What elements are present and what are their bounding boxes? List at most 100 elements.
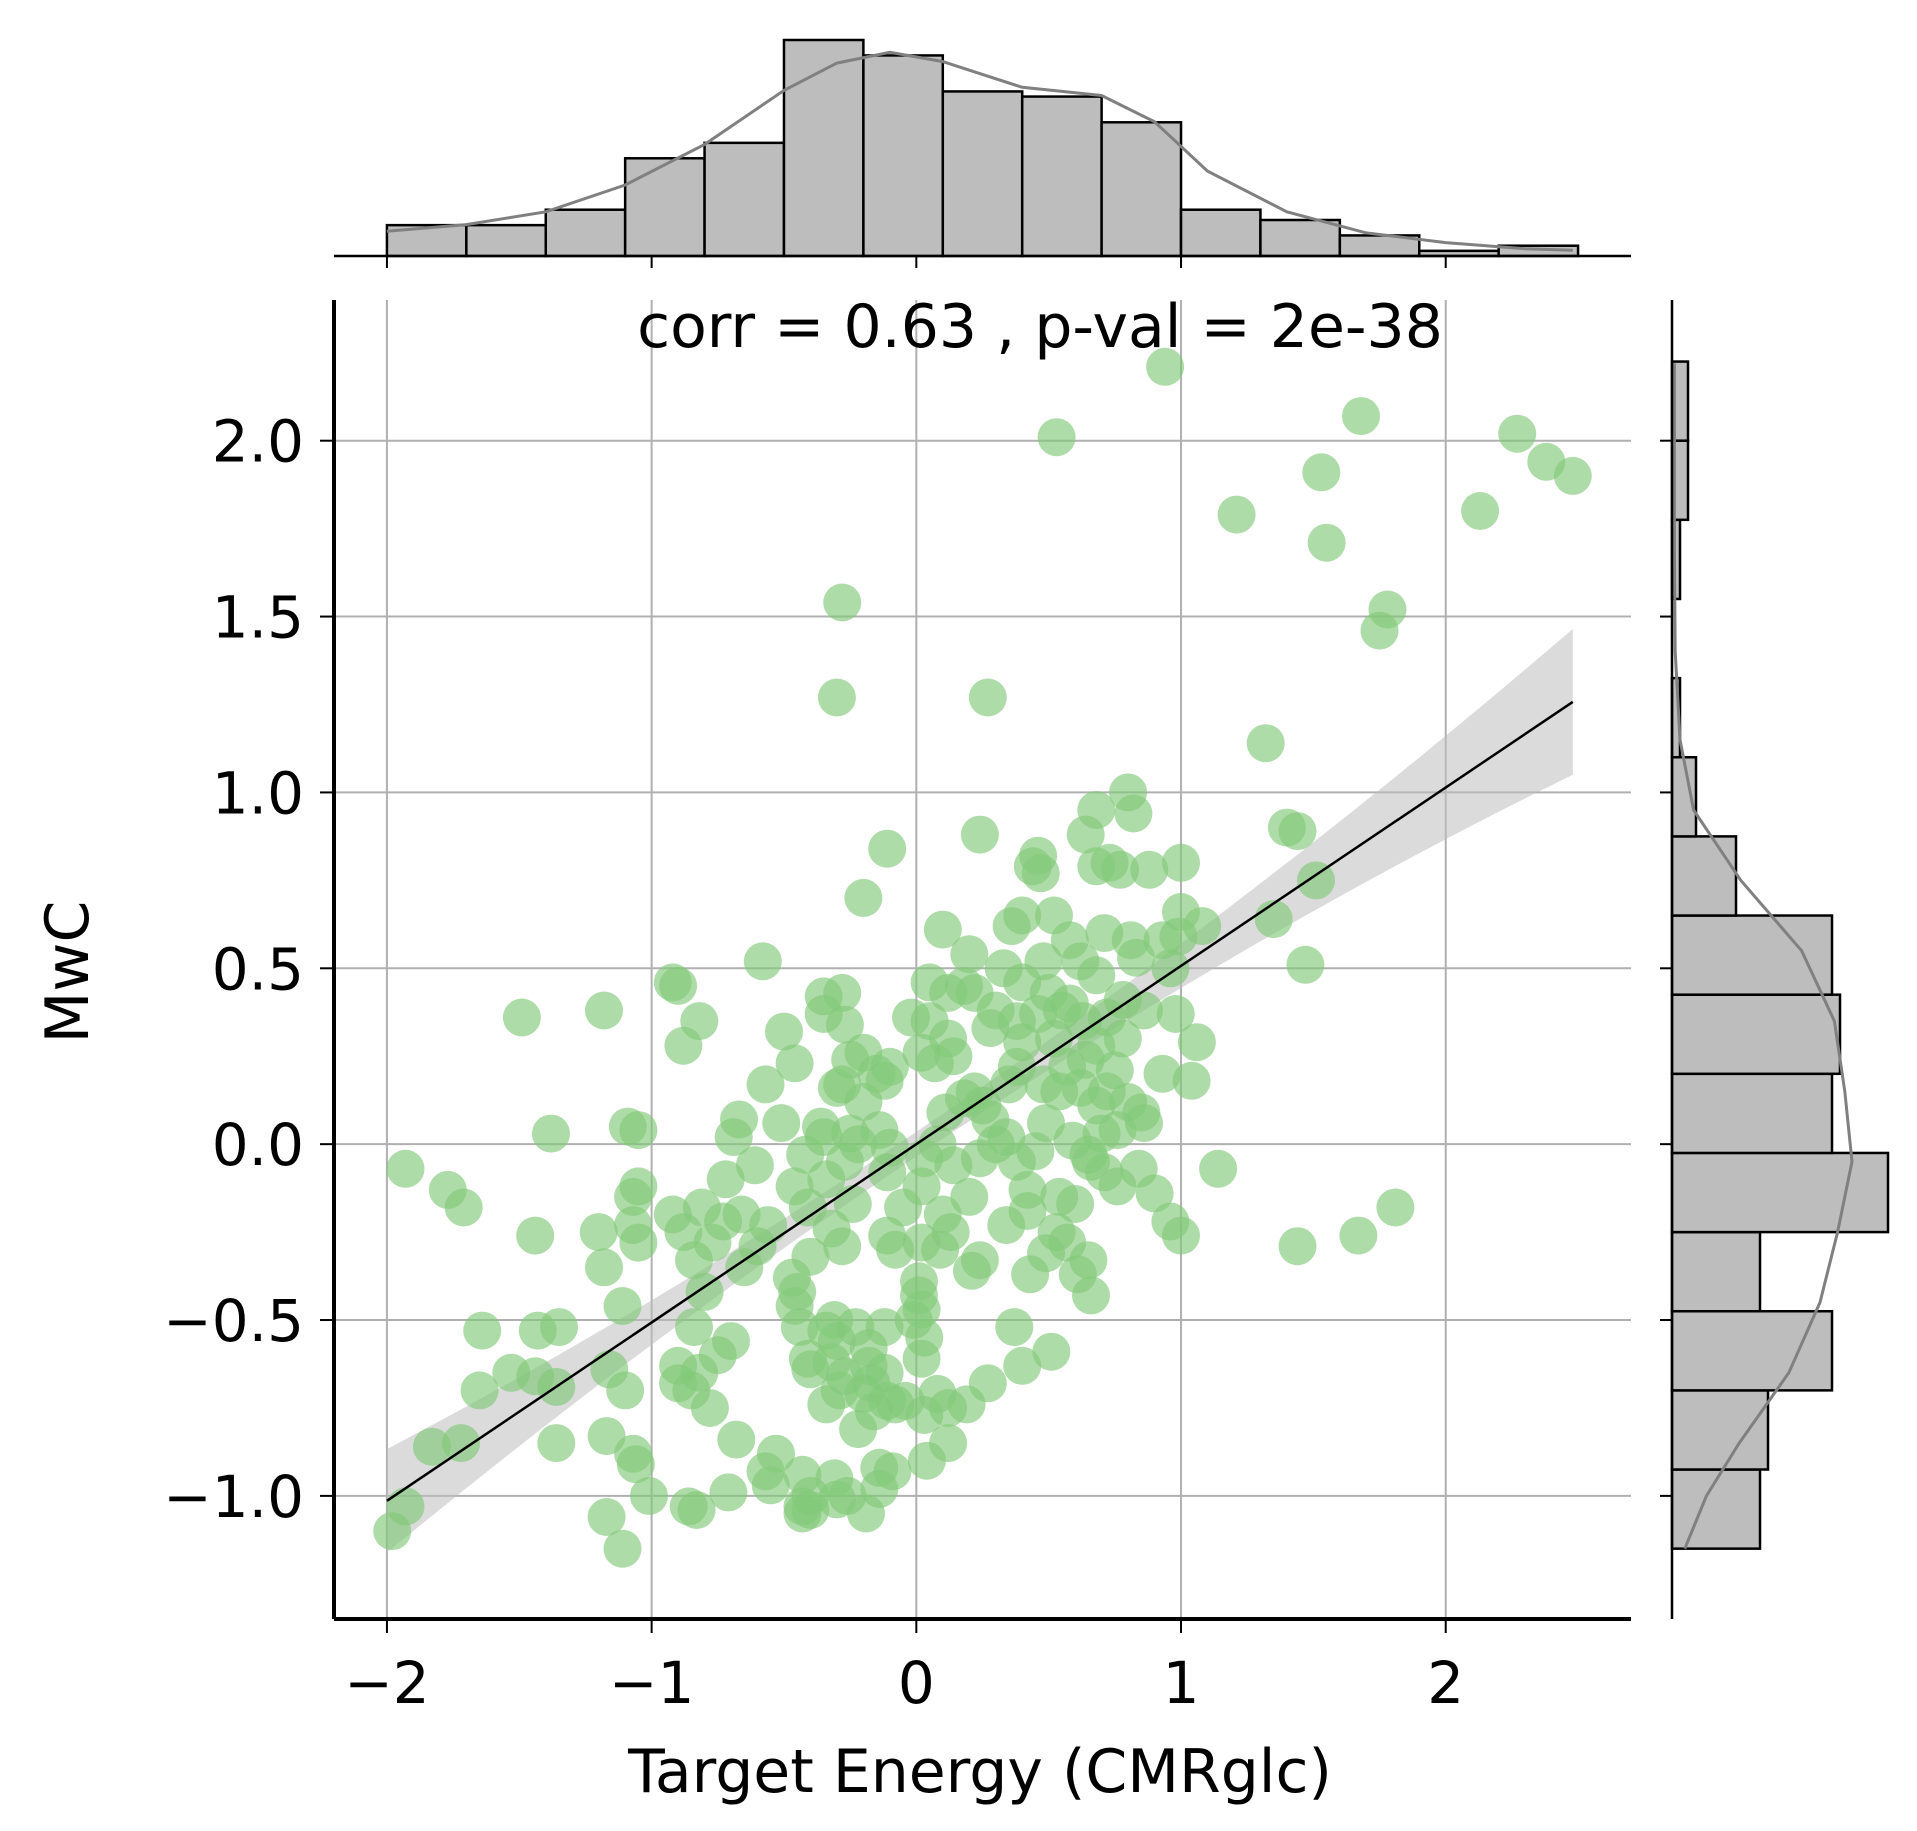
scatter-point: [1342, 397, 1380, 436]
scatter-point: [987, 1206, 1026, 1245]
x-axis-label: Target Energy (CMRglc): [627, 1737, 1332, 1807]
x-tick-label: 0: [898, 1649, 935, 1717]
scatter-point: [675, 1241, 713, 1280]
scatter-point: [1146, 347, 1185, 386]
scatter-point: [1254, 900, 1293, 939]
x-tick-label: −1: [609, 1649, 695, 1717]
scatter-point: [1056, 1185, 1095, 1223]
scatter-point: [1040, 1072, 1079, 1111]
scatter-point: [518, 1311, 557, 1350]
scatter-point: [532, 1114, 570, 1153]
y-tick-label: 0.0: [212, 1111, 304, 1179]
scatter-point: [1376, 1188, 1415, 1227]
x-hist-bar: [465, 223, 548, 258]
scatter-point: [412, 1427, 451, 1466]
scatter-point: [823, 583, 862, 622]
y-hist-bar: [1670, 835, 1738, 917]
scatter-point: [1077, 1086, 1116, 1125]
scatter-point: [934, 1037, 973, 1076]
y-tick-label: −0.5: [163, 1287, 304, 1355]
scatter-point: [1172, 1061, 1211, 1100]
scatter-point: [1159, 917, 1198, 956]
scatter-point: [751, 1466, 790, 1505]
scatter-point: [709, 1473, 748, 1512]
scatter-point: [1114, 794, 1153, 833]
scatter-point: [844, 1083, 883, 1121]
scatter-point: [960, 815, 999, 854]
regression-line: [386, 700, 1574, 1502]
scatter-point: [868, 829, 907, 868]
scatter-point: [616, 1445, 655, 1484]
x-hist-bar: [1179, 208, 1262, 258]
x-hist-bar: [544, 208, 627, 258]
x-tick-label: 1: [1163, 1649, 1200, 1717]
scatter-point: [1278, 812, 1317, 851]
scatter-point: [995, 1308, 1034, 1347]
scatter-point: [587, 1498, 626, 1536]
scatter-point: [386, 1149, 425, 1188]
scatter-point: [1066, 815, 1105, 854]
scatter-point: [537, 1424, 576, 1463]
scatter-point: [1307, 523, 1346, 562]
scatter-point: [1246, 724, 1285, 763]
scatter-point: [442, 1424, 481, 1463]
scatter-point: [1125, 991, 1163, 1030]
correlation-annotation: corr = 0.63 , p-val = 2e-38: [637, 292, 1443, 362]
x-hist-bar: [782, 38, 865, 258]
scatter-point: [921, 1230, 960, 1269]
scatter-point: [516, 1216, 555, 1255]
scatter-point: [1035, 1019, 1073, 1058]
scatter-point: [1553, 456, 1592, 495]
scatter-point: [706, 1160, 745, 1199]
scatter-point: [603, 1287, 642, 1325]
scatter-point: [743, 942, 782, 981]
scatter-point: [1003, 1346, 1042, 1385]
scatter-point: [947, 1385, 986, 1424]
scatter-point: [1199, 1149, 1238, 1188]
y-axis-label: MwC: [33, 901, 103, 1044]
x-hist-bar: [623, 157, 706, 258]
scatter-point: [585, 1248, 623, 1287]
scatter-point: [1461, 492, 1500, 530]
scatter-point: [714, 1118, 753, 1157]
scatter-point: [1302, 453, 1341, 492]
y-hist-bar: [1670, 1389, 1770, 1471]
scatter-point: [876, 1230, 915, 1269]
scatter-point: [579, 1213, 618, 1252]
scatter-point: [630, 1476, 668, 1515]
scatter-point: [1117, 938, 1155, 977]
y-hist-bar: [1670, 914, 1834, 996]
scatter-point: [1066, 1040, 1105, 1079]
scatter-point: [876, 1385, 915, 1424]
scatter-point: [945, 966, 983, 1005]
scatter-point: [775, 1044, 814, 1083]
x-hist-bar: [1100, 121, 1183, 258]
scatter-point: [675, 1308, 713, 1347]
scatter-point: [844, 878, 883, 917]
scatter-point: [585, 991, 623, 1030]
scatter-point: [659, 966, 698, 1005]
scatter-point: [1021, 854, 1060, 893]
scatter-point: [1101, 850, 1140, 889]
scatter-point: [804, 995, 843, 1033]
scatter-point: [1125, 1104, 1163, 1143]
scatter-point: [1286, 945, 1325, 984]
scatter-point: [823, 1227, 862, 1266]
scatter-point: [884, 1188, 923, 1227]
scatter-point: [664, 1026, 703, 1065]
y-tick-label: −1.0: [163, 1463, 304, 1531]
scatter-point: [902, 1339, 941, 1378]
scatter-point: [1098, 1167, 1137, 1206]
x-tick-label: 2: [1427, 1649, 1464, 1717]
scatter-point: [762, 1104, 801, 1143]
scatter-point: [1103, 1019, 1142, 1058]
x-hist-bar: [862, 54, 945, 258]
scatter-point: [1360, 611, 1399, 650]
x-tick-label: −2: [344, 1649, 430, 1717]
scatter-point: [868, 1153, 907, 1192]
y-hist-bar: [1670, 1151, 1890, 1234]
scatter-point: [614, 1177, 653, 1216]
scatter-point: [817, 678, 856, 717]
scatter-point: [839, 1410, 878, 1449]
scatter-point: [1135, 1174, 1174, 1213]
